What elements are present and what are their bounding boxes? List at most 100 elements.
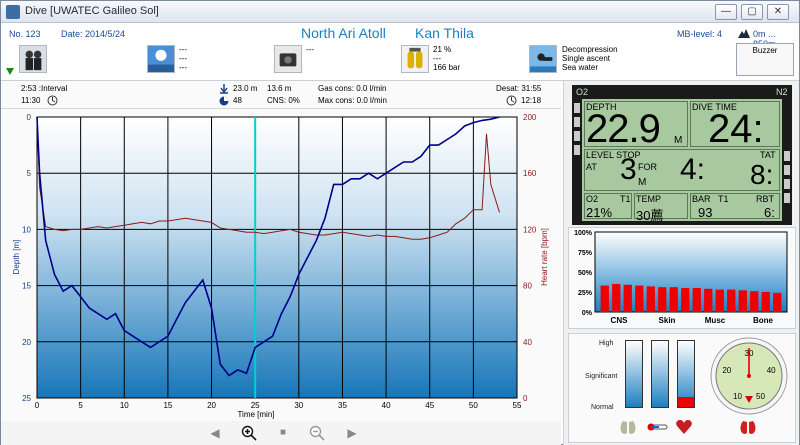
profile-svg[interactable]: 0 5 10 15 20 25 30 35 40 45 50 55051015202520016012… xyxy=(1,109,561,423)
o2-label: O2 xyxy=(586,194,599,204)
bar-t1-label: T1 xyxy=(718,194,729,204)
x-tick-label: 50 xyxy=(469,401,478,410)
interval: 2:53 :Interval xyxy=(21,84,68,93)
time-end: 12:18 xyxy=(521,96,542,105)
dive-site[interactable]: North Ari Atoll xyxy=(301,25,386,41)
max-depth: 23.0 m xyxy=(233,84,258,93)
bar-label: BAR xyxy=(692,194,711,204)
dive-computer-display: O2 N2 DEPTH 22.9 xyxy=(572,85,792,225)
desaturation: Desat: 31:55 xyxy=(496,84,542,93)
divers-photo-icon[interactable] xyxy=(19,45,47,73)
next-arrow-icon[interactable]: ▶ xyxy=(347,426,357,440)
tissue-category-label: Skin xyxy=(659,316,676,325)
heart-rate-tick-label: 200 xyxy=(523,113,537,122)
dive-time-value: 24: xyxy=(708,107,764,151)
minimize-button[interactable]: — xyxy=(715,4,737,20)
x-tick-label: 40 xyxy=(382,401,391,410)
level-significant: Significant xyxy=(585,373,618,380)
x-tick-label: 25 xyxy=(251,401,260,410)
x-tick-label: 20 xyxy=(207,401,216,410)
dive-spot[interactable]: Kan Thila xyxy=(415,25,474,41)
tissue-bar xyxy=(750,291,759,312)
depth-tick-label: 25 xyxy=(22,394,31,403)
tissue-bar xyxy=(600,285,609,312)
x-tick-label: 55 xyxy=(513,401,522,410)
tissue-bar xyxy=(715,289,724,312)
zoom-out-icon[interactable] xyxy=(309,425,325,441)
lungs-gray-icon xyxy=(620,421,636,434)
expand-arrow-icon[interactable] xyxy=(6,68,14,75)
depth-unit: M xyxy=(674,135,683,146)
tank-icon[interactable] xyxy=(401,45,429,73)
heart-rate-tick-label: 40 xyxy=(523,338,532,347)
equipment-icon[interactable] xyxy=(274,45,302,73)
x-tick-label: 5 xyxy=(78,401,83,410)
tissue-tick-label: 0% xyxy=(582,310,593,317)
maximize-button[interactable]: ▢ xyxy=(741,4,763,20)
tat-label: TAT xyxy=(760,150,776,160)
dial-tick-label: 20 xyxy=(722,366,731,375)
equipment-info: --- xyxy=(306,45,314,54)
temp-label: TEMP xyxy=(636,194,662,204)
time-start: 11:30 xyxy=(21,96,41,105)
tissue-category-label: CNS xyxy=(611,316,629,325)
tissue-tick-label: 100% xyxy=(574,230,593,237)
gas-consumption: Gas cons: 0.0 l/min xyxy=(318,84,387,93)
level-stop-label: LEVEL STOP xyxy=(586,150,641,160)
level-normal: Normal xyxy=(591,404,614,411)
heart-rate-tick-label: 120 xyxy=(523,225,537,234)
weather-icon[interactable] xyxy=(147,45,175,73)
max-consumption: Max cons: 0.0 l/min xyxy=(318,96,387,105)
tissue-bar xyxy=(727,289,736,312)
heart-rate-tick-label: 0 xyxy=(523,394,528,403)
right-panel: O2 N2 DEPTH 22.9 xyxy=(563,81,799,445)
heart-rate-line xyxy=(36,116,500,240)
plot-background xyxy=(36,116,518,399)
dive-time-label: DIVE TIME xyxy=(692,102,737,112)
o2-indicator: O2 xyxy=(576,87,589,97)
mountain-icon xyxy=(738,29,750,38)
rbt-label: RBT xyxy=(756,194,774,204)
level-high: High xyxy=(599,340,614,347)
depth-value: 22.9 xyxy=(586,107,661,151)
tat-value: 8: xyxy=(750,159,774,190)
end-clock-icon xyxy=(506,95,517,106)
tissue-bar xyxy=(681,288,690,312)
diver-deco-icon[interactable] xyxy=(529,45,557,73)
tissue-tick-label: 50% xyxy=(578,270,593,277)
avg-depth: 13.6 m xyxy=(267,84,292,93)
dive-profile-chart[interactable]: 0 5 10 15 20 25 30 35 40 45 50 55 0 5 10 15 20 25 200 160 12… xyxy=(1,109,561,423)
depth-tick-label: 10 xyxy=(22,225,31,234)
for-label: FOR xyxy=(638,162,657,172)
tissue-bar xyxy=(773,292,782,312)
dive-stats-bar: 2:53 :Interval 11:30 23.0 m 48 13.6 m CN… xyxy=(1,81,561,109)
buzzer-button[interactable]: Buzzer xyxy=(736,43,794,76)
x-axis-label: Time [min] xyxy=(237,410,274,419)
app-icon xyxy=(6,5,20,19)
tissue-bar xyxy=(738,290,747,312)
dial-tick-label: 10 xyxy=(733,392,742,401)
bar-value: 93 xyxy=(698,205,713,220)
dive-header: No. 123 Date: 2014/5/24 North Ari Atoll … xyxy=(1,23,799,81)
stop-unit: M xyxy=(638,177,647,188)
close-button[interactable]: ✕ xyxy=(767,4,789,20)
heart-rate-tick-label: 160 xyxy=(523,169,537,178)
zoom-in-icon[interactable] xyxy=(241,425,257,441)
x-tick-label: 30 xyxy=(294,401,303,410)
tissue-tick-label: 25% xyxy=(578,290,593,297)
depth-tick-label: 15 xyxy=(22,282,31,291)
n2-indicator: N2 xyxy=(776,87,788,97)
t1-label: T1 xyxy=(620,194,631,204)
depth-label: DEPTH xyxy=(586,102,617,112)
stop-icon[interactable]: ■ xyxy=(279,427,287,438)
prev-arrow-icon[interactable]: ◀ xyxy=(210,426,220,440)
tissue-bar xyxy=(635,285,644,312)
tissue-bar xyxy=(761,292,770,312)
dial-gauge: 1020304050 xyxy=(710,337,788,415)
heart-rate-tick-label: 80 xyxy=(523,282,532,291)
x-tick-label: 45 xyxy=(425,401,434,410)
gauge-panel: High Significant Normal 1020304050 xyxy=(568,333,796,443)
rbt-value: 6: xyxy=(764,205,775,220)
tissue-bar xyxy=(658,287,667,312)
